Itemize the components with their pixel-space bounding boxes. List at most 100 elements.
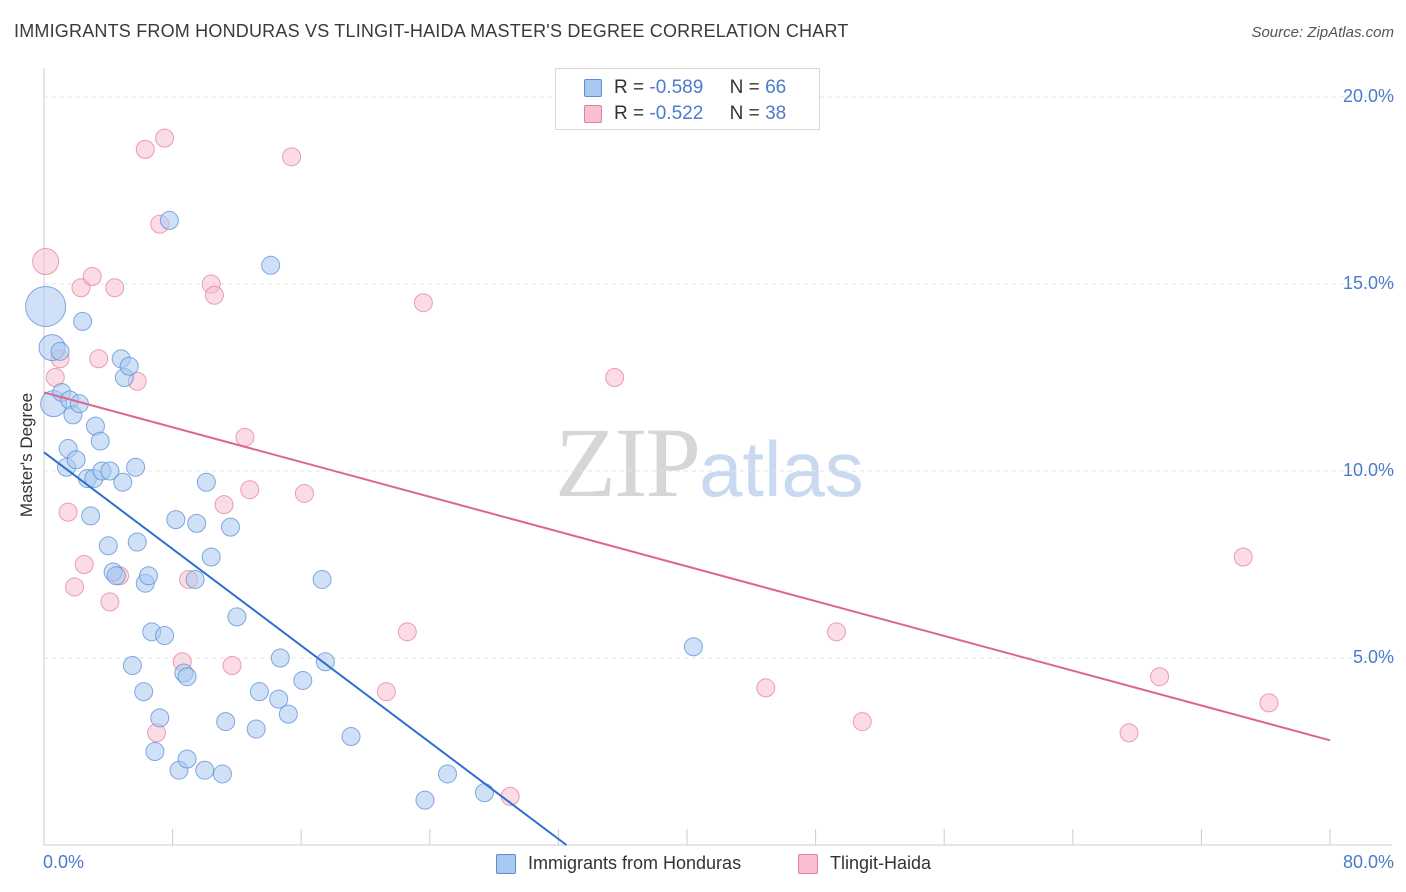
r-value: -0.589 — [649, 77, 704, 98]
data-point-tlingit-haida — [155, 128, 175, 148]
data-point-honduras — [90, 431, 110, 451]
data-point-tlingit-haida — [235, 427, 255, 447]
data-point-honduras — [216, 712, 236, 732]
data-point-honduras — [312, 569, 332, 589]
data-point-honduras — [220, 517, 240, 537]
data-point-honduras — [177, 749, 197, 769]
data-point-honduras — [138, 566, 158, 586]
r-label: R = — [614, 77, 645, 98]
stats-box: R = -0.589 N = 66 R = -0.522 N = 38 — [555, 68, 820, 130]
axis-layer — [43, 68, 1392, 846]
legend-label-tlingit: Tlingit-Haida — [830, 853, 932, 873]
data-point-tlingit-haida — [1233, 547, 1253, 567]
r-value: -0.522 — [649, 103, 704, 124]
data-point-honduras — [150, 708, 170, 728]
data-point-tlingit-haida — [1119, 723, 1139, 743]
data-point-tlingit-haida — [240, 480, 260, 500]
tlingit-swatch — [584, 105, 602, 123]
data-point-honduras — [145, 742, 165, 761]
n-value: 66 — [765, 77, 787, 98]
data-point-tlingit-haida — [71, 278, 91, 298]
n-label: N = — [729, 77, 760, 98]
watermark-atlas: atlas — [699, 425, 864, 513]
legend-label-honduras: Immigrants from Honduras — [528, 853, 742, 873]
data-point-honduras — [155, 626, 175, 646]
data-point-honduras — [261, 255, 281, 275]
data-point-honduras — [113, 472, 133, 492]
data-point-honduras — [122, 655, 142, 675]
chart-title: IMMIGRANTS FROM HONDURAS VS TLINGIT-HAID… — [14, 21, 849, 41]
data-point-honduras — [269, 689, 289, 709]
trend-line-tlingit-haida — [43, 391, 1331, 742]
y-tick-label: 10.0% — [1342, 460, 1394, 480]
honduras-swatch — [584, 79, 602, 97]
data-point-honduras — [293, 670, 313, 690]
data-point-tlingit-haida — [294, 483, 314, 503]
data-point-honduras — [341, 727, 361, 747]
x-tick-max: 80.0% — [1342, 852, 1394, 872]
data-point-tlingit-haida — [826, 622, 846, 642]
series-tlingit-haida-points — [32, 128, 1279, 806]
data-point-tlingit-haida — [1150, 667, 1170, 687]
source-label: Source: ZipAtlas.com — [1251, 24, 1394, 41]
data-point-honduras — [159, 210, 179, 230]
data-point-tlingit-haida — [756, 678, 776, 698]
data-point-honduras — [278, 704, 298, 724]
y-tick-label: 15.0% — [1342, 273, 1394, 293]
data-point-honduras — [119, 356, 139, 376]
data-point-tlingit-haida — [397, 622, 417, 642]
data-point-honduras — [126, 457, 146, 477]
data-point-tlingit-haida — [204, 285, 224, 305]
data-point-tlingit-haida — [105, 278, 125, 298]
data-point-tlingit-haida — [58, 502, 78, 522]
data-point-tlingit-haida — [376, 682, 396, 702]
data-point-tlingit-haida — [1259, 693, 1279, 713]
data-point-honduras — [185, 569, 205, 589]
data-point-honduras — [201, 547, 221, 567]
data-point-honduras — [212, 764, 232, 784]
n-value: 38 — [765, 103, 787, 124]
data-point-honduras — [683, 637, 703, 657]
data-point-tlingit-haida — [89, 349, 109, 369]
data-point-honduras — [246, 719, 266, 739]
data-point-tlingit-haida — [605, 368, 625, 387]
data-point-honduras — [474, 783, 494, 803]
data-point-honduras — [73, 311, 93, 331]
data-point-honduras — [50, 341, 70, 361]
legend-swatch-honduras — [496, 854, 516, 874]
r-label: R = — [614, 103, 645, 124]
data-point-tlingit-haida — [135, 139, 155, 159]
data-point-honduras — [196, 472, 216, 492]
data-point-honduras — [106, 566, 126, 586]
trend-line-honduras — [43, 451, 568, 846]
data-point-tlingit-haida — [100, 592, 120, 612]
y-tick-label: 20.0% — [1342, 86, 1394, 106]
legend-swatch-tlingit — [798, 854, 818, 874]
n-label: N = — [729, 103, 760, 124]
data-point-honduras — [270, 648, 290, 668]
data-point-honduras — [134, 682, 154, 702]
data-point-tlingit-haida — [74, 555, 94, 574]
data-point-tlingit-haida — [82, 267, 102, 287]
data-point-honduras — [100, 461, 120, 481]
y-tick-label: 5.0% — [1352, 647, 1394, 667]
data-point-honduras — [127, 532, 147, 552]
x-tick-min: 0.0% — [43, 852, 85, 872]
data-point-tlingit-haida — [852, 712, 872, 732]
data-point-honduras — [187, 513, 207, 533]
data-point-honduras — [81, 506, 101, 526]
data-point-honduras — [195, 760, 215, 780]
trend-lines — [43, 391, 1331, 846]
data-point-tlingit-haida — [282, 147, 302, 167]
data-point-honduras — [249, 682, 269, 702]
data-point-tlingit-haida — [222, 655, 242, 675]
data-point-honduras — [437, 764, 457, 784]
series-honduras-points — [25, 210, 703, 810]
data-point-honduras — [166, 510, 186, 530]
data-point-honduras — [177, 667, 197, 687]
data-point-honduras — [227, 607, 247, 627]
data-point-honduras — [415, 790, 435, 810]
data-point-tlingit-haida — [65, 577, 85, 597]
data-point-tlingit-haida — [32, 248, 60, 276]
